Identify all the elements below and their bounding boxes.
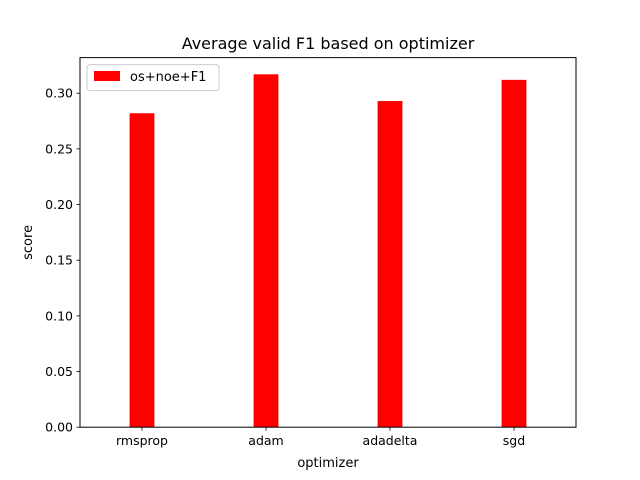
bar-rmsprop [129, 113, 155, 428]
x-tick-label: rmsprop [116, 433, 168, 448]
bar-adam [253, 74, 279, 428]
y-tick-label: 0.20 [45, 197, 73, 212]
x-tick-label: adam [248, 433, 283, 448]
y-tick-label: 0.10 [45, 308, 73, 323]
plot-frame [79, 57, 577, 428]
legend-swatch [94, 71, 120, 81]
y-axis: 0.00 0.05 0.10 0.15 0.20 0.25 0.30 [45, 86, 80, 435]
y-tick-label: 0.25 [45, 141, 73, 156]
legend: os+noe+F1 [86, 64, 220, 92]
y-tick-label: 0.05 [45, 364, 73, 379]
y-tick-label: 0.30 [45, 86, 73, 101]
x-axis: rmsprop adam adadelta sgd [116, 427, 525, 448]
plot-bars [129, 74, 527, 428]
bar-adadelta [377, 101, 403, 428]
x-axis-label: optimizer [297, 456, 359, 471]
x-tick-label: adadelta [363, 433, 418, 448]
y-axis-label: score [21, 225, 36, 260]
bar-sgd [501, 79, 527, 428]
chart-title: Average valid F1 based on optimizer [182, 34, 475, 53]
y-tick-label: 0.15 [45, 253, 73, 268]
legend-label: os+noe+F1 [130, 70, 206, 85]
x-tick-label: sgd [503, 433, 525, 448]
y-tick-label: 0.00 [45, 420, 73, 435]
